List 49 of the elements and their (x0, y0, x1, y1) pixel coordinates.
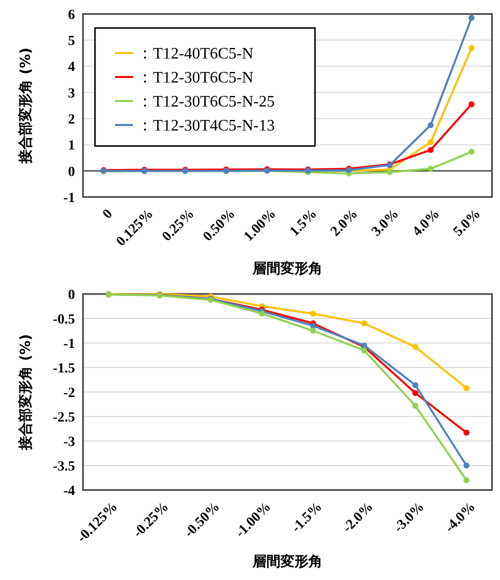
y-axis-title: 接合部変形角 (%) (17, 48, 34, 164)
legend-label: ：T12-30T6C5-N (137, 70, 254, 87)
point (412, 390, 418, 396)
point (310, 328, 316, 334)
point (310, 322, 316, 329)
point (361, 320, 368, 326)
point (463, 430, 470, 436)
y-tick-label: 6 (68, 8, 75, 23)
y-tick-label: -2 (63, 386, 75, 401)
point (468, 148, 475, 155)
legend-label: ：T12-40T6C5-N (137, 46, 254, 63)
point (468, 44, 475, 51)
y-tick-label: -0.5 (52, 312, 75, 328)
y-tick-label: 2 (68, 112, 75, 128)
point (468, 101, 475, 108)
y-tick-label: -1 (63, 336, 75, 352)
y-tick-label: -1.5 (52, 361, 75, 376)
y-tick-label: -3.5 (52, 459, 75, 474)
point (428, 139, 434, 146)
x-tick-label: 0 (100, 206, 116, 222)
point (310, 310, 316, 317)
point (463, 462, 470, 468)
y-tick-label: 1 (68, 138, 75, 154)
y-axis-title: 接合部変形角 (%) (17, 334, 34, 451)
y-tick-label: 5 (68, 34, 75, 50)
point (412, 344, 418, 350)
point (412, 382, 418, 388)
y-tick-label: -1 (63, 190, 75, 206)
x-axis-title: 層間変形角 (252, 553, 322, 570)
point (463, 477, 470, 484)
x-axis-title: 層間変形角 (252, 260, 322, 277)
y-tick-label: 3 (68, 86, 75, 102)
y-tick-label: -3 (63, 434, 75, 450)
legend-label: ：T12-30T4C5-N-13 (137, 118, 275, 135)
point (463, 385, 470, 392)
point (428, 122, 434, 128)
y-tick-label: 4 (68, 60, 75, 76)
point (428, 146, 434, 153)
y-tick-label: 0 (68, 288, 75, 303)
point (468, 14, 475, 21)
point (361, 347, 368, 354)
point (386, 169, 393, 176)
y-tick-label: -2.5 (52, 410, 75, 426)
y-tick-label: 0 (68, 164, 75, 180)
point (258, 310, 265, 317)
point (412, 402, 418, 409)
legend-label: ：T12-30T6C5-N-25 (137, 94, 275, 111)
y-tick-label: -4 (63, 484, 75, 499)
point (428, 166, 434, 172)
